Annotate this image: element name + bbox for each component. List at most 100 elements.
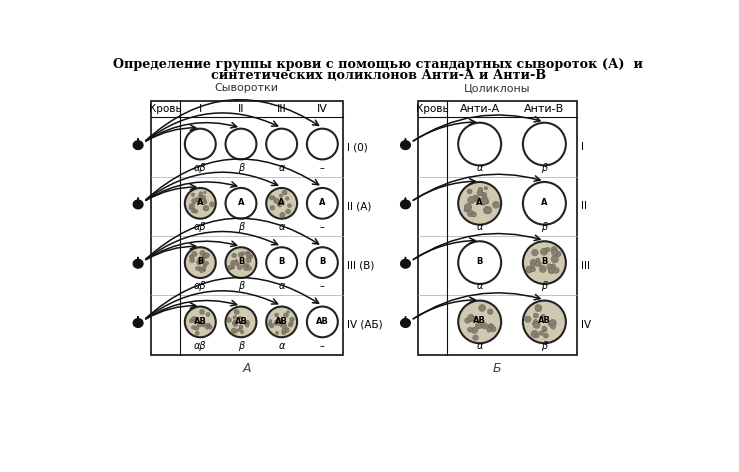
Circle shape	[282, 323, 287, 329]
Text: αβ: αβ	[194, 281, 207, 292]
Circle shape	[245, 263, 249, 267]
Circle shape	[551, 246, 557, 253]
Circle shape	[458, 241, 501, 284]
Circle shape	[277, 203, 280, 205]
Text: α: α	[477, 163, 483, 173]
Circle shape	[467, 189, 472, 194]
Circle shape	[490, 326, 496, 332]
Text: A: A	[541, 198, 548, 207]
Circle shape	[478, 187, 483, 192]
Circle shape	[473, 195, 478, 200]
Text: III (В): III (В)	[347, 261, 374, 271]
Text: α: α	[279, 341, 285, 351]
Circle shape	[276, 331, 279, 334]
Circle shape	[458, 123, 501, 165]
Text: Цоликлоны: Цоликлоны	[464, 83, 531, 93]
Circle shape	[202, 198, 206, 203]
Circle shape	[225, 247, 256, 278]
Circle shape	[191, 326, 195, 329]
Circle shape	[542, 327, 547, 332]
Text: синтетических цоликлонов Анти-А и Анти-В: синтетических цоликлонов Анти-А и Анти-В	[211, 69, 546, 82]
Text: α: α	[477, 281, 483, 292]
Circle shape	[190, 258, 194, 263]
Circle shape	[471, 212, 477, 217]
Circle shape	[536, 258, 539, 261]
Circle shape	[233, 315, 236, 319]
Circle shape	[191, 198, 197, 203]
Text: II: II	[581, 202, 587, 211]
Text: β: β	[541, 281, 548, 292]
Circle shape	[551, 250, 558, 256]
Circle shape	[233, 321, 238, 327]
Text: –: –	[320, 163, 325, 173]
Circle shape	[202, 260, 205, 263]
Circle shape	[526, 266, 533, 273]
Bar	[418, 101, 576, 354]
Circle shape	[235, 261, 239, 266]
Circle shape	[245, 251, 251, 256]
Text: β: β	[238, 222, 244, 232]
Text: α: α	[477, 222, 483, 232]
Text: AB: AB	[275, 317, 288, 326]
Text: –: –	[320, 341, 325, 351]
Circle shape	[540, 248, 548, 255]
Circle shape	[285, 328, 289, 332]
Text: I (0): I (0)	[347, 142, 367, 152]
Circle shape	[531, 249, 538, 256]
Circle shape	[551, 324, 556, 329]
Circle shape	[275, 313, 279, 317]
Circle shape	[548, 322, 552, 326]
Circle shape	[185, 129, 216, 160]
Circle shape	[531, 330, 538, 337]
Circle shape	[266, 306, 297, 337]
Circle shape	[197, 199, 201, 202]
Circle shape	[266, 247, 297, 278]
Circle shape	[279, 322, 284, 327]
PathPatch shape	[133, 198, 143, 209]
Circle shape	[202, 268, 205, 271]
Circle shape	[307, 247, 338, 278]
Text: β: β	[238, 281, 244, 292]
Circle shape	[231, 260, 236, 265]
Circle shape	[231, 263, 234, 267]
Circle shape	[199, 267, 202, 270]
Circle shape	[488, 309, 493, 314]
Circle shape	[273, 198, 279, 203]
Circle shape	[278, 203, 282, 207]
Circle shape	[194, 210, 198, 213]
Circle shape	[523, 301, 566, 343]
Circle shape	[480, 198, 488, 205]
Circle shape	[206, 312, 210, 317]
Circle shape	[244, 266, 249, 270]
Text: –: –	[320, 222, 325, 232]
Text: α: α	[279, 222, 285, 232]
Circle shape	[282, 330, 286, 335]
Circle shape	[539, 266, 546, 272]
Circle shape	[227, 318, 231, 322]
Circle shape	[487, 327, 491, 332]
Circle shape	[185, 247, 216, 278]
Circle shape	[225, 129, 256, 160]
Circle shape	[481, 323, 488, 329]
Circle shape	[205, 326, 209, 329]
Circle shape	[195, 197, 199, 201]
Circle shape	[530, 259, 537, 266]
Circle shape	[191, 193, 195, 196]
Text: I: I	[199, 104, 202, 114]
Circle shape	[237, 329, 240, 331]
Circle shape	[189, 207, 192, 210]
Circle shape	[468, 196, 475, 204]
Circle shape	[533, 321, 540, 329]
Text: α: α	[477, 341, 483, 351]
Circle shape	[458, 301, 501, 343]
Text: α: α	[279, 163, 285, 173]
Circle shape	[200, 256, 205, 261]
Circle shape	[284, 313, 288, 318]
Circle shape	[270, 323, 274, 328]
Text: A: A	[319, 198, 326, 207]
Circle shape	[475, 322, 482, 329]
Circle shape	[485, 207, 492, 214]
Circle shape	[485, 200, 489, 204]
Text: Анти-А: Анти-А	[460, 104, 500, 114]
Circle shape	[195, 331, 200, 335]
